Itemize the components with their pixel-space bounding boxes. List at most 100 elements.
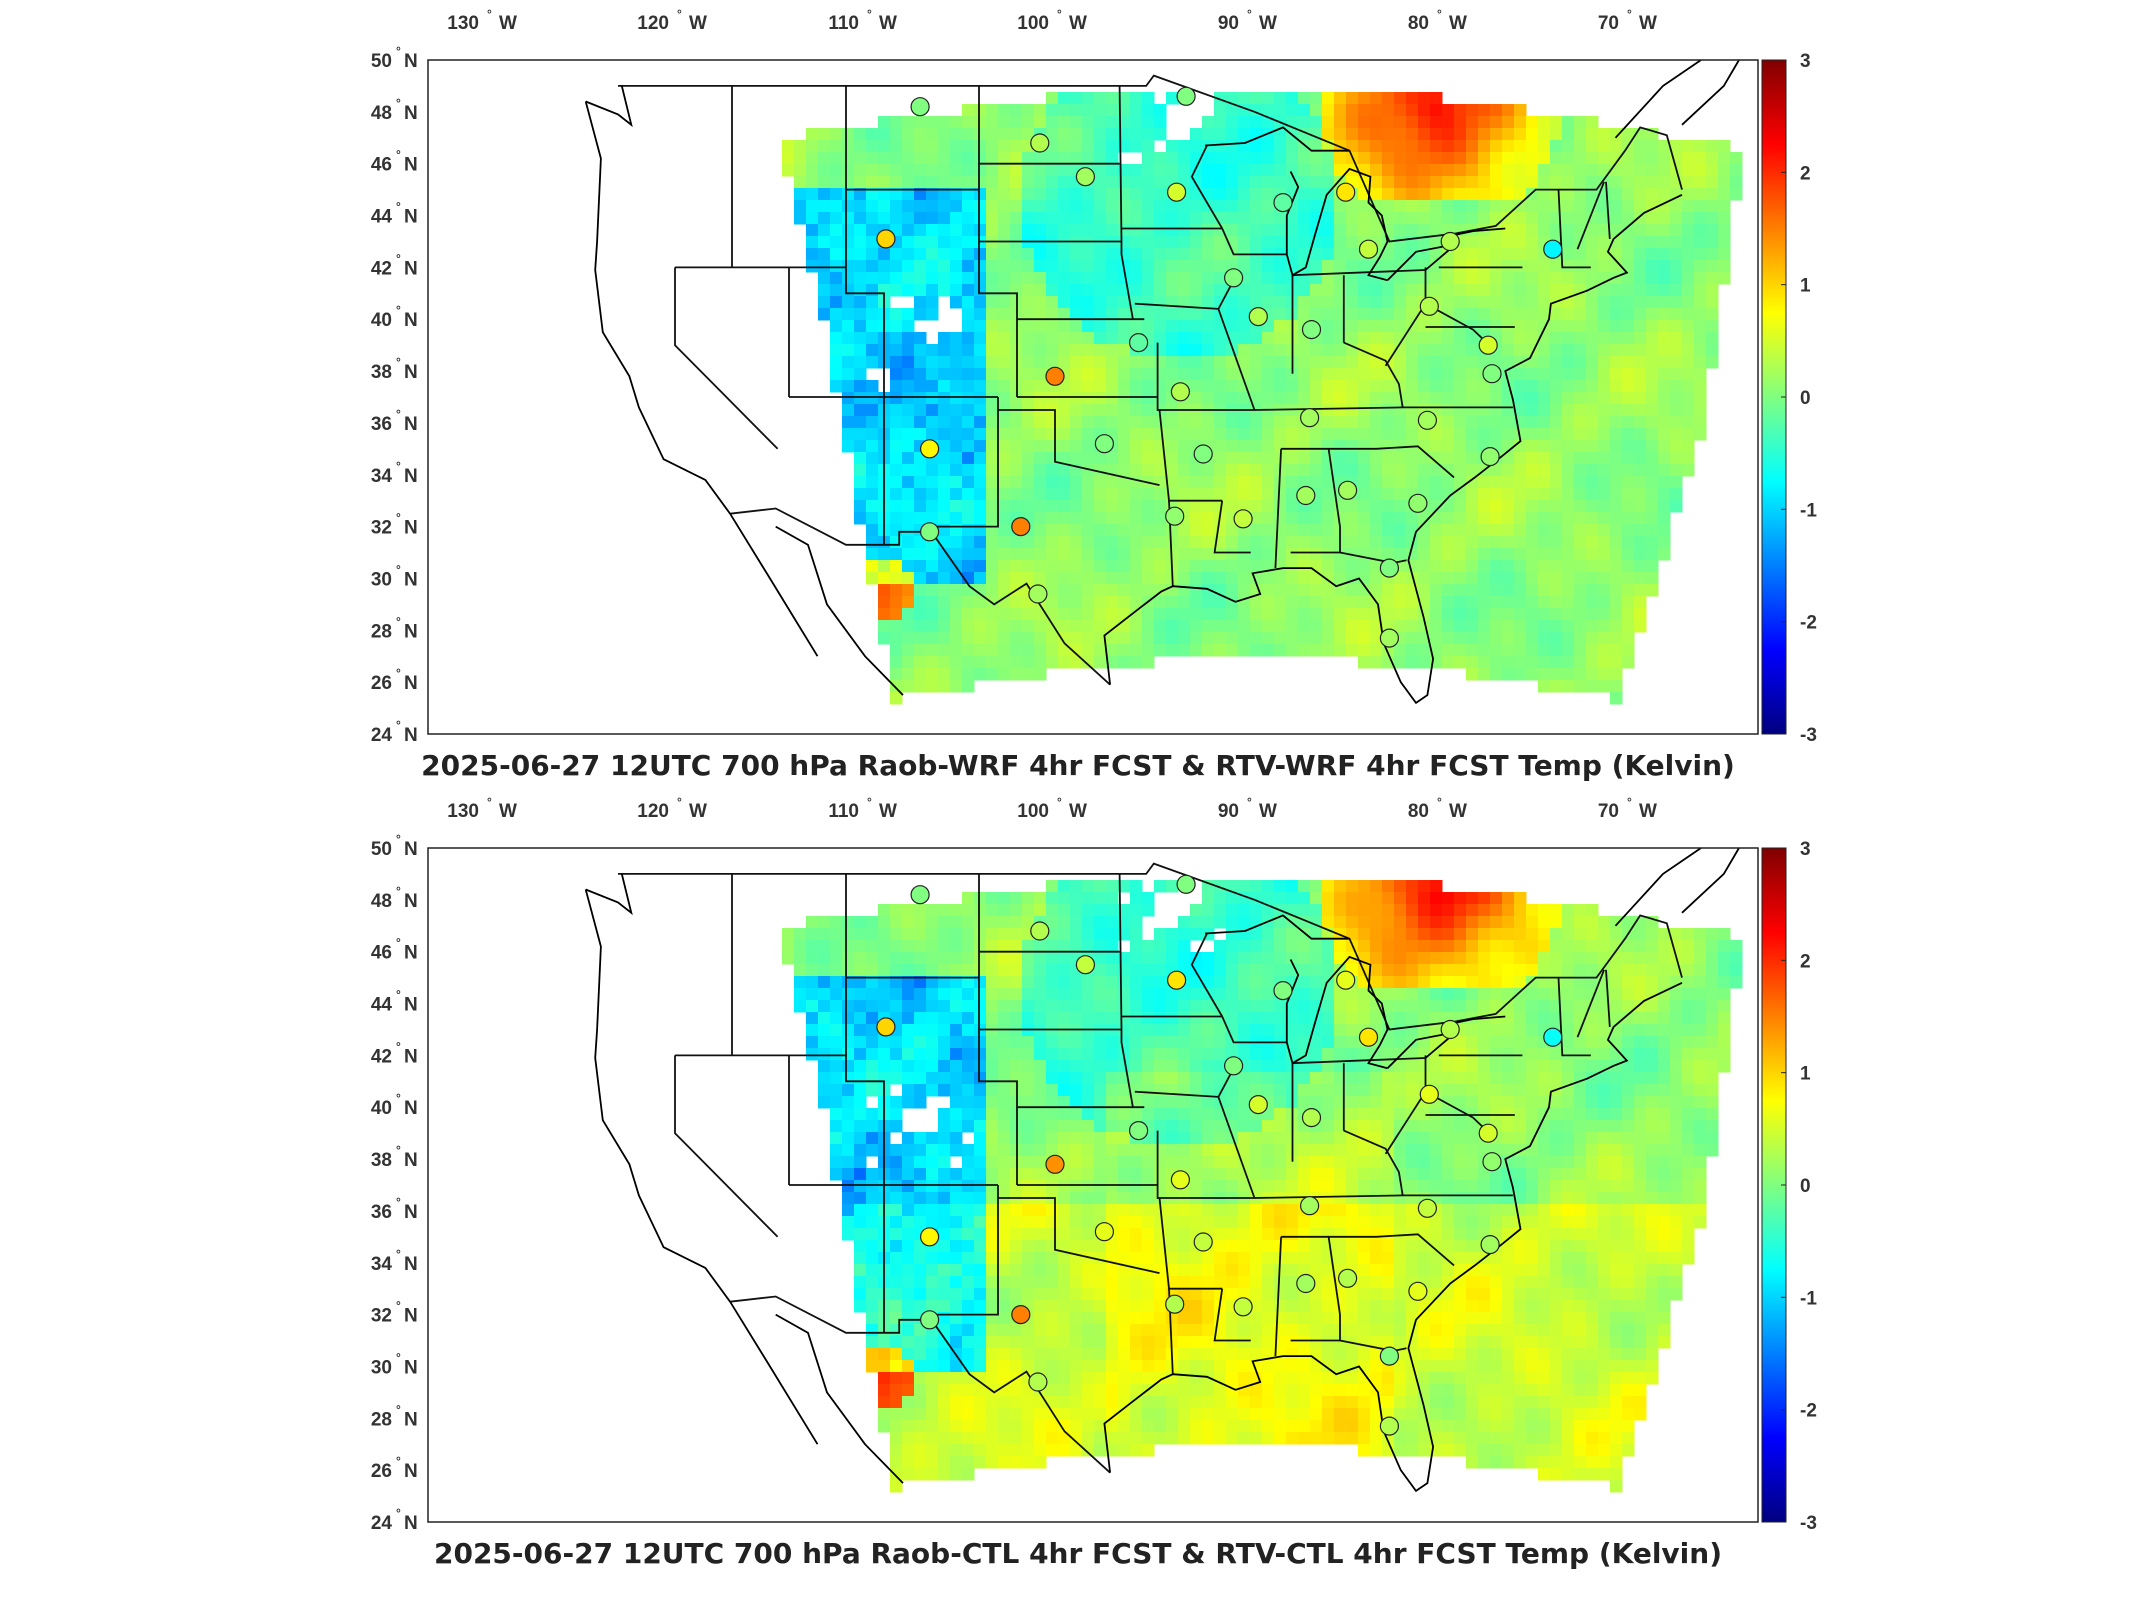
field-cell bbox=[1046, 284, 1059, 297]
field-cell bbox=[1046, 260, 1059, 273]
field-cell bbox=[1274, 416, 1287, 429]
field-cell bbox=[986, 976, 999, 989]
field-cell bbox=[1394, 416, 1407, 429]
field-cell bbox=[818, 296, 831, 309]
field-cell bbox=[1022, 964, 1035, 977]
field-cell bbox=[1142, 1096, 1155, 1109]
field-cell bbox=[1670, 284, 1683, 297]
field-cell bbox=[1334, 548, 1347, 561]
field-cell bbox=[866, 200, 879, 213]
field-cell bbox=[1430, 332, 1443, 345]
field-cell bbox=[1022, 916, 1035, 929]
field-cell bbox=[1118, 212, 1131, 225]
field-cell bbox=[1466, 344, 1479, 357]
field-cell bbox=[902, 1012, 915, 1025]
field-cell bbox=[1094, 1060, 1107, 1073]
field-cell bbox=[1466, 260, 1479, 273]
field-cell bbox=[1718, 952, 1731, 965]
field-cell bbox=[1586, 904, 1599, 917]
field-cell bbox=[1598, 296, 1611, 309]
field-cell bbox=[974, 440, 987, 453]
field-cell bbox=[1298, 1072, 1311, 1085]
field-cell bbox=[902, 176, 915, 189]
raob-station-marker bbox=[1165, 506, 1185, 526]
field-cell bbox=[1190, 512, 1203, 525]
field-cell bbox=[1022, 296, 1035, 309]
field-cell bbox=[1634, 236, 1647, 249]
field-cell bbox=[1358, 440, 1371, 453]
field-cell bbox=[1274, 392, 1287, 405]
field-cell bbox=[1142, 1012, 1155, 1025]
field-cell bbox=[1550, 200, 1563, 213]
field-cell bbox=[1682, 272, 1695, 285]
field-cell bbox=[1166, 644, 1179, 657]
field-cell bbox=[1706, 952, 1719, 965]
field-cell bbox=[950, 224, 963, 237]
field-cell bbox=[1130, 356, 1143, 369]
field-cell bbox=[1286, 1012, 1299, 1025]
lon-tick-label: 100 bbox=[1017, 13, 1049, 34]
field-cell bbox=[866, 476, 879, 489]
field-cell bbox=[1442, 560, 1455, 573]
field-cell bbox=[1034, 440, 1047, 453]
field-cell bbox=[1526, 572, 1539, 585]
field-cell bbox=[950, 632, 963, 645]
field-cell bbox=[1562, 212, 1575, 225]
lat-hemisphere: N bbox=[404, 673, 418, 694]
field-cell bbox=[1370, 964, 1383, 977]
field-cell bbox=[1370, 940, 1383, 953]
field-cell bbox=[1010, 536, 1023, 549]
field-cell bbox=[1670, 1000, 1683, 1013]
field-cell bbox=[1070, 1084, 1083, 1097]
field-cell bbox=[1598, 1048, 1611, 1061]
field-cell bbox=[1562, 356, 1575, 369]
field-cell bbox=[926, 152, 939, 165]
field-cell bbox=[1034, 320, 1047, 333]
field-cell bbox=[902, 368, 915, 381]
field-cell bbox=[1550, 620, 1563, 633]
field-cell bbox=[1154, 188, 1167, 201]
field-cell bbox=[914, 988, 927, 1001]
field-cell bbox=[1070, 392, 1083, 405]
field-cell bbox=[1586, 356, 1599, 369]
field-cell bbox=[1010, 952, 1023, 965]
field-cell bbox=[1658, 1072, 1671, 1085]
field-cell bbox=[1610, 332, 1623, 345]
field-cell bbox=[1478, 1000, 1491, 1013]
field-cell bbox=[902, 236, 915, 249]
field-cell bbox=[1694, 416, 1707, 429]
field-cell bbox=[1202, 500, 1215, 513]
field-cell bbox=[1442, 976, 1455, 989]
field-cell bbox=[938, 940, 951, 953]
raob-station-marker bbox=[1336, 182, 1356, 202]
field-cell bbox=[1658, 1036, 1671, 1049]
field-cell bbox=[1310, 116, 1323, 129]
field-cell bbox=[1514, 916, 1527, 929]
field-cell bbox=[1406, 1000, 1419, 1013]
field-cell bbox=[902, 548, 915, 561]
field-cell bbox=[1070, 988, 1083, 1001]
field-cell bbox=[1346, 1024, 1359, 1037]
field-cell bbox=[878, 584, 891, 597]
field-cell bbox=[986, 584, 999, 597]
field-cell bbox=[1082, 928, 1095, 941]
field-cell bbox=[1610, 224, 1623, 237]
field-cell bbox=[1094, 188, 1107, 201]
degree-symbol: ° bbox=[396, 44, 401, 58]
field-cell bbox=[1238, 1108, 1251, 1121]
field-cell bbox=[1034, 296, 1047, 309]
field-cell bbox=[1142, 548, 1155, 561]
field-cell bbox=[866, 152, 879, 165]
field-cell bbox=[998, 632, 1011, 645]
field-cell bbox=[890, 560, 903, 573]
field-cell bbox=[1514, 1060, 1527, 1073]
field-cell bbox=[1346, 524, 1359, 537]
field-cell bbox=[1478, 1096, 1491, 1109]
field-cell bbox=[1406, 404, 1419, 417]
field-cell bbox=[1250, 952, 1263, 965]
field-cell bbox=[962, 368, 975, 381]
field-cell bbox=[842, 1048, 855, 1061]
field-cell bbox=[1646, 164, 1659, 177]
field-cell bbox=[1430, 880, 1443, 893]
field-cell bbox=[1202, 488, 1215, 501]
